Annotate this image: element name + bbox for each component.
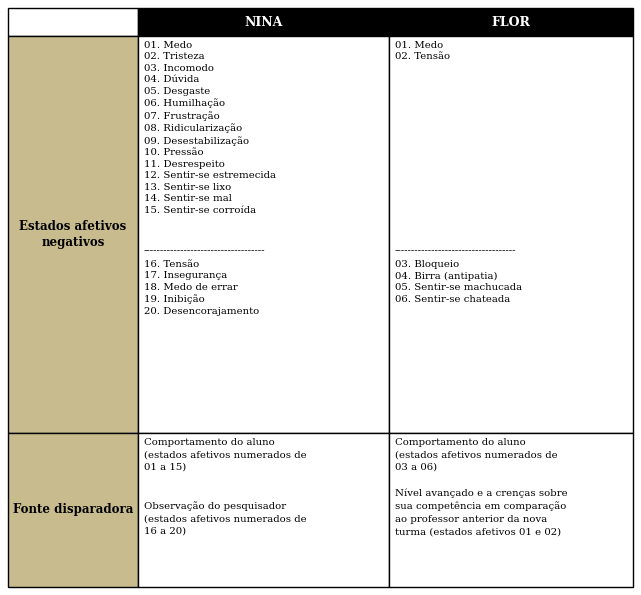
Bar <box>138 36 389 433</box>
Text: ------------------------------------: ------------------------------------ <box>144 246 265 255</box>
Bar <box>389 8 633 36</box>
Text: 01. Medo
02. Tensão: 01. Medo 02. Tensão <box>395 41 450 61</box>
Text: NINA: NINA <box>244 15 283 29</box>
Text: Fonte disparadora: Fonte disparadora <box>13 503 133 516</box>
Bar <box>138 433 389 587</box>
Bar <box>8 8 138 36</box>
Text: Comportamento do aluno
(estados afetivos numerados de
01 a 15)


Observação do p: Comportamento do aluno (estados afetivos… <box>144 438 306 536</box>
Text: 03. Bloqueio
04. Birra (antipatia)
05. Sentir-se machucada
06. Sentir-se chatead: 03. Bloqueio 04. Birra (antipatia) 05. S… <box>395 260 522 303</box>
Bar <box>389 433 633 587</box>
Text: 16. Tensão
17. Insegurança
18. Medo de errar
19. Inibição
20. Desencorajamento: 16. Tensão 17. Insegurança 18. Medo de e… <box>144 260 259 316</box>
Text: FLOR: FLOR <box>492 15 531 29</box>
Bar <box>8 433 138 587</box>
Text: Estados afetivos
negativos: Estados afetivos negativos <box>19 220 127 249</box>
Bar <box>138 8 389 36</box>
Bar <box>8 36 138 433</box>
Bar <box>389 36 633 433</box>
Text: Comportamento do aluno
(estados afetivos numerados de
03 a 06)

Nível avançado e: Comportamento do aluno (estados afetivos… <box>395 438 568 537</box>
Text: ------------------------------------: ------------------------------------ <box>395 246 517 255</box>
Text: 01. Medo
02. Tristeza
03. Incomodo
04. Dúvida
05. Desgaste
06. Humilhação
07. Fr: 01. Medo 02. Tristeza 03. Incomodo 04. D… <box>144 41 276 215</box>
